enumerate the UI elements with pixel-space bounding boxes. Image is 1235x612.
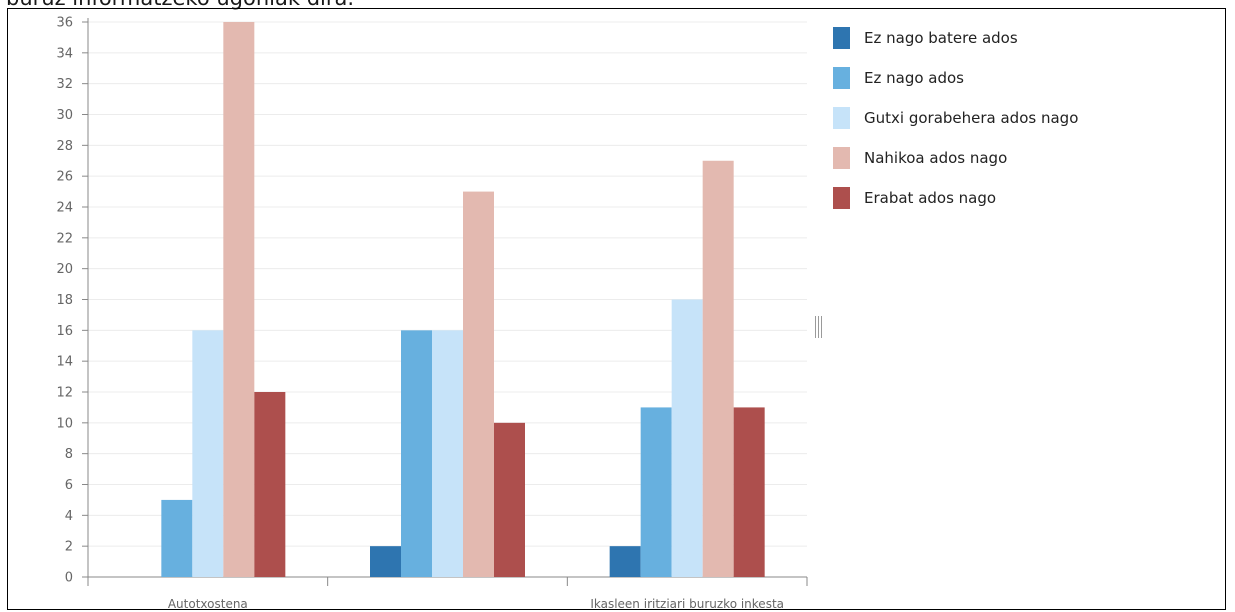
y-tick-label: 14	[56, 355, 73, 370]
y-tick-label: 24	[56, 201, 73, 216]
bar	[401, 330, 432, 577]
bar	[640, 407, 672, 577]
legend-item[interactable]: Nahikoa ados nago	[833, 138, 1078, 178]
y-tick-label: 36	[56, 16, 73, 31]
bar	[223, 22, 255, 577]
legend-label: Nahikoa ados nago	[864, 149, 1008, 167]
y-tick-label: 30	[56, 108, 73, 123]
bar	[432, 330, 463, 577]
y-tick-label: 32	[56, 77, 73, 92]
legend-swatch	[833, 187, 850, 209]
y-tick-label: 22	[56, 231, 73, 246]
legend-label: Ez nago ados	[864, 69, 964, 87]
chart-title: buruz informatzeko ugoniak dira.	[6, 0, 354, 11]
bar	[370, 546, 401, 577]
x-category-label: Autotxostena	[168, 597, 248, 611]
y-tick-label: 4	[65, 509, 73, 524]
legend-item[interactable]: Erabat ados nago	[833, 178, 1078, 218]
bar	[733, 407, 765, 577]
legend-item[interactable]: Ez nago ados	[833, 58, 1078, 98]
bar	[609, 546, 641, 577]
legend-swatch	[833, 27, 850, 49]
chart-frame	[7, 8, 1226, 610]
y-tick-label: 16	[56, 324, 73, 339]
bar	[254, 392, 286, 577]
legend-item[interactable]: Ez nago batere ados	[833, 18, 1078, 58]
bar	[671, 299, 703, 577]
legend-swatch	[833, 147, 850, 169]
panel-resize-handle[interactable]	[815, 316, 823, 338]
bar	[161, 499, 193, 577]
y-tick-label: 0	[65, 571, 73, 586]
y-tick-label: 34	[56, 46, 73, 61]
legend-item[interactable]: Gutxi gorabehera ados nago	[833, 98, 1078, 138]
y-tick-label: 10	[56, 416, 73, 431]
y-tick-label: 28	[56, 139, 73, 154]
bar	[702, 160, 734, 577]
legend-swatch	[833, 67, 850, 89]
y-tick-label: 26	[56, 170, 73, 185]
bar	[192, 330, 224, 577]
legend-label: Gutxi gorabehera ados nago	[864, 109, 1079, 127]
legend-label: Erabat ados nago	[864, 189, 997, 207]
legend: Ez nago batere ados Ez nago ados Gutxi gor…	[833, 18, 1078, 218]
bar	[494, 422, 525, 577]
legend-label: Ez nago batere ados	[864, 29, 1018, 47]
legend-swatch	[833, 107, 850, 129]
y-tick-label: 18	[56, 293, 73, 308]
y-tick-label: 8	[65, 447, 73, 462]
x-category-label: Ikasleen iritziari buruzko inkesta	[590, 597, 784, 611]
y-tick-label: 20	[56, 262, 73, 277]
y-tick-label: 12	[56, 386, 73, 401]
y-tick-label: 2	[65, 540, 73, 555]
y-tick-label: 6	[65, 478, 73, 493]
bar	[463, 191, 494, 578]
